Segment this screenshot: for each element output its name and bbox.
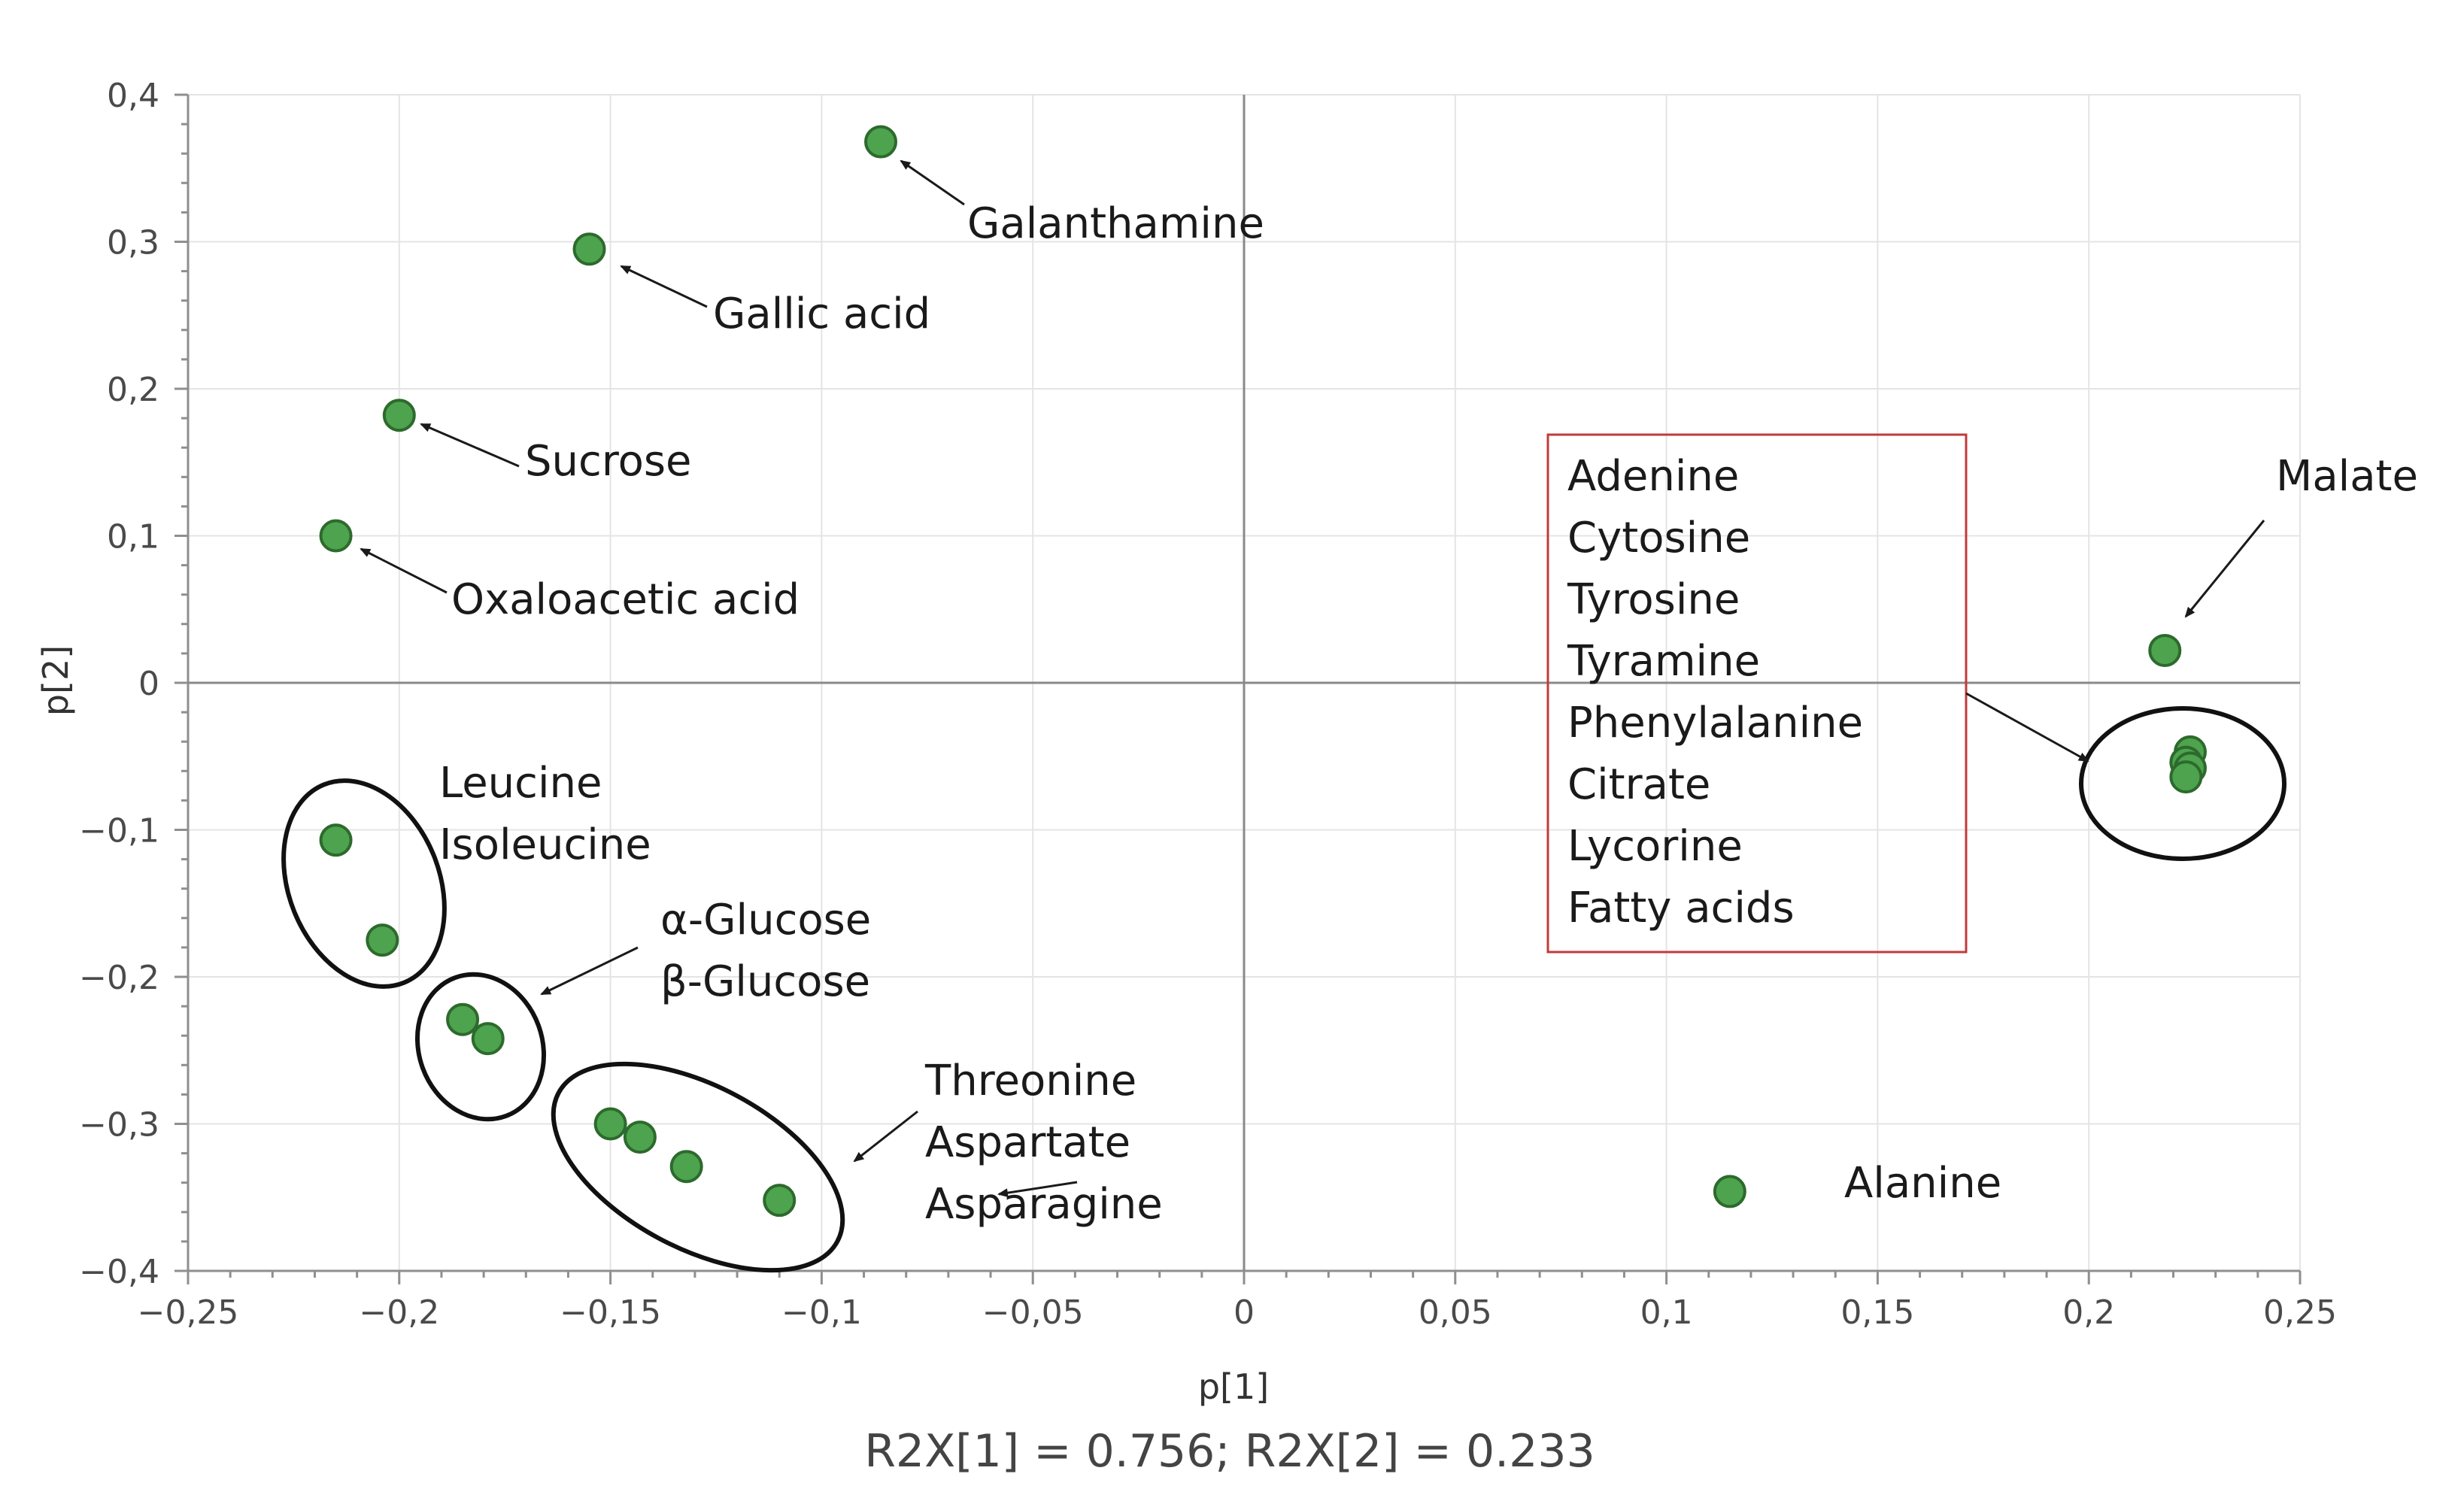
x-tick-label: −0,25	[138, 1293, 239, 1332]
x-tick-label: 0,25	[2263, 1293, 2337, 1332]
label-aspartate: Aspartate	[925, 1118, 1130, 1167]
data-point	[864, 125, 898, 159]
label-threonine: Threonine	[924, 1057, 1136, 1105]
data-point	[471, 1022, 505, 1056]
box-item: Fatty acids	[1567, 884, 1795, 932]
label-alanine: Alanine	[1844, 1159, 2001, 1208]
data-point	[623, 1120, 657, 1154]
label-isoleucine: Isoleucine	[439, 820, 651, 869]
y-tick-label: −0,2	[79, 959, 159, 997]
group-ellipses	[281, 706, 2286, 1273]
amino-acid-group-ellipse	[551, 1061, 845, 1273]
data-point	[593, 1107, 627, 1141]
data-point	[319, 823, 353, 857]
x-tick-label: −0,15	[560, 1293, 661, 1332]
data-point	[763, 1184, 797, 1217]
box-item: Citrate	[1567, 760, 1710, 809]
variance-caption: R2X[1] = 0.756; R2X[2] = 0.233	[864, 1425, 1595, 1478]
threonine-arrow	[853, 1110, 918, 1163]
metabolite-list-box	[1546, 433, 1968, 954]
tick-labels: −0,25 −0,2 −0,15 −0,1 −0,05 0 0,05 0,1 0,15 0,2 0,…	[79, 77, 2337, 1332]
tick-marks	[174, 93, 2302, 1284]
label-sucrose: Sucrose	[525, 437, 692, 486]
label-galanthamine: Galanthamine	[967, 199, 1264, 248]
cluster-group-ellipse	[2079, 706, 2286, 861]
data-point	[319, 519, 353, 553]
data-point	[1713, 1175, 1746, 1208]
data-point	[2169, 760, 2203, 794]
x-tick-label: 0,15	[1840, 1293, 1914, 1332]
y-tick-label: 0,3	[107, 224, 159, 262]
x-tick-label: 0,2	[2062, 1293, 2115, 1332]
x-tick-label: 0,1	[1640, 1293, 1693, 1332]
data-point	[2148, 633, 2182, 667]
gallic-acid-arrow	[620, 265, 708, 308]
data-point	[382, 399, 416, 432]
label-beta-glucose: β-Glucose	[660, 957, 870, 1006]
galanthamine-arrow	[900, 159, 965, 206]
y-tick-label: 0,2	[107, 371, 159, 409]
annotation-arrows	[360, 159, 2265, 1198]
box-item: Lycorine	[1567, 822, 1743, 871]
oxaloacetic-arrow	[360, 547, 448, 594]
axes	[187, 95, 2300, 1272]
y-tick-label: 0	[138, 665, 159, 703]
sucrose-arrow	[420, 423, 520, 468]
glucose-arrow	[540, 946, 639, 996]
box-item: Phenylalanine	[1567, 699, 1863, 747]
box-item: Tyrosine	[1567, 575, 1740, 624]
data-point	[669, 1150, 703, 1184]
label-gallic-acid: Gallic acid	[713, 290, 930, 338]
x-tick-label: −0,2	[359, 1293, 439, 1332]
box-item: Cytosine	[1567, 514, 1750, 562]
y-axis-title: p[2]	[35, 645, 76, 716]
label-malate: Malate	[2276, 452, 2418, 501]
data-point	[366, 923, 399, 957]
leucine-group-ellipse	[281, 778, 447, 989]
y-tick-label: 0,4	[107, 77, 159, 115]
malate-arrow	[2184, 520, 2265, 618]
alanine-arrow	[997, 1181, 1078, 1198]
y-tick-label: −0,3	[79, 1106, 159, 1145]
box-item: Adenine	[1567, 452, 1739, 501]
box-arrow	[1965, 692, 2089, 763]
y-tick-label: −0,4	[79, 1253, 159, 1291]
label-oxaloacetic-acid: Oxaloacetic acid	[451, 575, 800, 624]
data-points	[319, 125, 2207, 1217]
x-tick-label: −0,05	[982, 1293, 1084, 1332]
annotations: Galanthamine Gallic acid Sucrose Oxaloac…	[439, 199, 2418, 1229]
y-tick-label: −0,1	[79, 812, 159, 851]
label-asparagine: Asparagine	[925, 1180, 1163, 1229]
data-point	[572, 232, 606, 266]
x-tick-label: −0,1	[781, 1293, 862, 1332]
label-alpha-glucose: α-Glucose	[660, 896, 871, 945]
x-tick-label: 0,05	[1419, 1293, 1492, 1332]
x-tick-label: 0	[1234, 1293, 1255, 1332]
label-leucine: Leucine	[439, 759, 602, 808]
box-item: Tyramine	[1567, 637, 1760, 686]
x-axis-title: p[1]	[1198, 1366, 1269, 1407]
box-item-list: Adenine Cytosine Tyrosine Tyramine Pheny…	[1567, 452, 1863, 932]
data-point	[446, 1002, 480, 1036]
glucose-group-ellipse	[414, 972, 547, 1122]
y-tick-label: 0,1	[107, 518, 159, 556]
